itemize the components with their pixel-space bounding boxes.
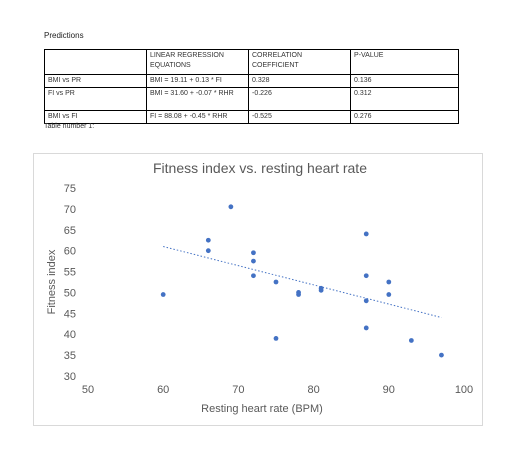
chart-title: Fitness index vs. resting heart rate <box>153 160 367 176</box>
predictions-table: LINEAR REGRESSION EQUATIONS CORRELATION … <box>44 49 459 124</box>
table-row: FI vs PR BMI = 31.60 + -0.07 * RHR -0.22… <box>44 87 459 111</box>
table-caption: Table number 1: <box>44 123 95 128</box>
x-tick-label: 90 <box>383 384 395 396</box>
table-cell: -0.525 <box>248 110 351 124</box>
y-tick-label: 70 <box>64 204 76 216</box>
table-cell: 0.276 <box>350 110 459 124</box>
data-point <box>251 273 256 279</box>
y-tick-label: 65 <box>64 225 76 237</box>
data-point <box>408 338 414 343</box>
data-point <box>363 231 369 237</box>
data-point <box>273 279 279 285</box>
y-tick-label: 75 <box>64 183 76 195</box>
y-tick-label: 60 <box>64 246 76 258</box>
x-tick-label: 70 <box>232 384 244 396</box>
data-point <box>205 248 211 254</box>
y-tick-label: 40 <box>64 329 76 341</box>
data-point <box>205 237 211 243</box>
data-point <box>160 292 166 297</box>
table-cell: FI = 88.08 + -0.45 * RHR <box>146 110 249 124</box>
data-point <box>228 204 234 210</box>
table-cell: BMI = 31.60 + -0.07 * RHR <box>146 87 249 111</box>
table-cell: FI vs PR <box>44 87 147 111</box>
y-tick-label: 30 <box>64 371 76 383</box>
data-point <box>318 287 324 293</box>
y-axis-label: Fitness index <box>46 249 58 314</box>
table-header-cell: LINEAR REGRESSION EQUATIONS <box>146 49 249 75</box>
x-axis-label: Resting heart rate (BPM) <box>201 403 323 415</box>
predictions-heading: Predictions <box>44 31 84 40</box>
chart-svg: Fitness index vs. resting heart rate Res… <box>46 160 473 415</box>
table-cell: BMI vs PR <box>44 74 147 88</box>
table-header-cell: CORRELATION COEFFICIENT <box>248 49 351 75</box>
table-header-cell <box>44 49 147 75</box>
data-point <box>296 292 301 297</box>
table-row: BMI vs PR BMI = 19.11 + 0.13 * FI 0.328 … <box>44 74 459 88</box>
table-cell: BMI vs FI <box>44 110 147 124</box>
data-point <box>273 336 279 341</box>
x-tick-label: 50 <box>82 384 94 396</box>
data-point <box>363 273 369 279</box>
y-tick-label: 45 <box>64 308 76 320</box>
table-header-row: LINEAR REGRESSION EQUATIONS CORRELATION … <box>44 49 459 75</box>
data-point <box>386 279 392 285</box>
x-tick-label: 80 <box>307 384 319 396</box>
table-cell: 0.312 <box>350 87 459 111</box>
x-tick-label: 100 <box>455 384 473 396</box>
table-header-cell: P-VALUE <box>350 49 459 75</box>
trendline <box>163 246 442 318</box>
data-point <box>251 258 256 264</box>
data-point <box>386 292 392 297</box>
data-point <box>363 298 369 304</box>
table-cell: 0.328 <box>248 74 351 88</box>
y-tick-label: 50 <box>64 287 76 299</box>
table-row: BMI vs FI FI = 88.08 + -0.45 * RHR -0.52… <box>44 110 459 124</box>
scatter-chart: Fitness index vs. resting heart rate Res… <box>33 153 483 426</box>
data-point <box>363 325 369 331</box>
table-cell: 0.136 <box>350 74 459 88</box>
table-cell: BMI = 19.11 + 0.13 * FI <box>146 74 249 88</box>
table-cell: -0.226 <box>248 87 351 111</box>
data-point <box>251 250 256 256</box>
y-tick-label: 55 <box>64 267 76 279</box>
x-tick-label: 60 <box>157 384 169 396</box>
data-point <box>439 352 444 358</box>
y-tick-label: 35 <box>64 350 76 362</box>
